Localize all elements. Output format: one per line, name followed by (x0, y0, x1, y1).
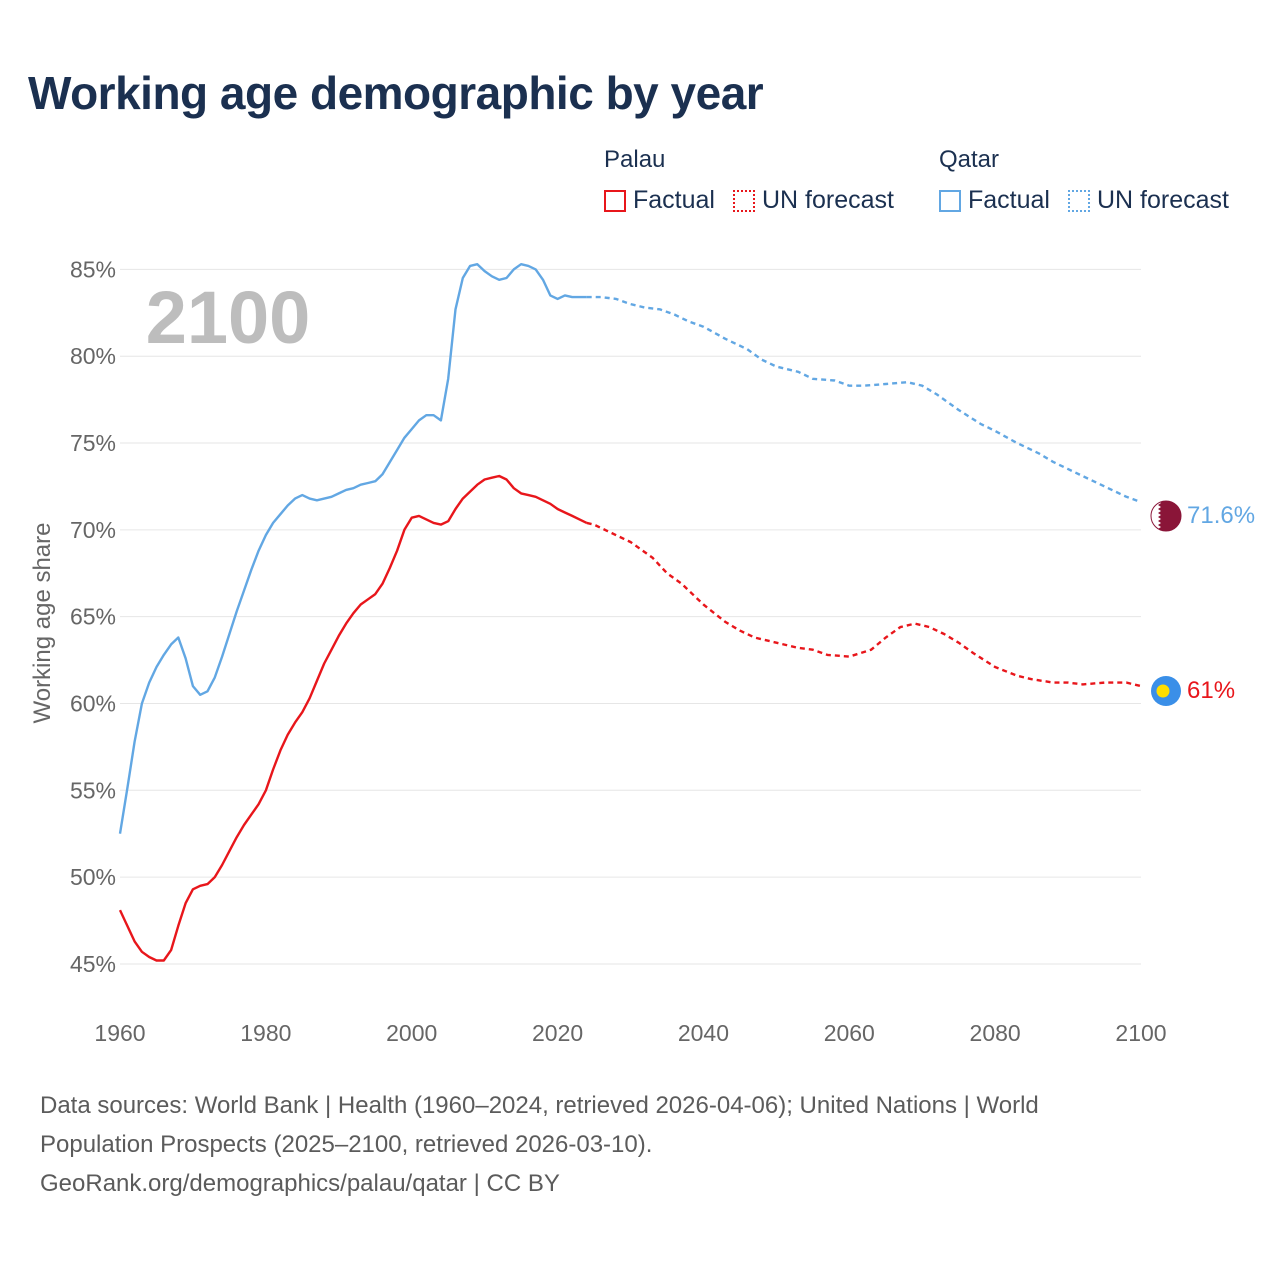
legend-qatar-factual-label: Factual (968, 186, 1050, 214)
palau-end-marker[interactable]: 61% (1151, 676, 1235, 706)
qatar-end-label: 71.6% (1187, 502, 1255, 529)
qatar-end-marker[interactable]: 71.6% (1150, 500, 1255, 532)
qatar-factual-swatch (939, 189, 961, 212)
palau-flag-icon (1151, 676, 1181, 706)
y-tick-label: 60% (70, 690, 116, 716)
qatar-factual-line (118, 263, 587, 834)
y-tick-label: 80% (70, 343, 116, 369)
palau-forecast-swatch (732, 189, 755, 212)
qatar-forecast-swatch (1067, 189, 1090, 212)
y-axis-label: Working age share (29, 523, 56, 724)
x-tick-label: 2100 (1115, 1020, 1166, 1046)
chart-title: Working age demographic by year (28, 67, 764, 119)
x-tick-label: 2040 (678, 1020, 729, 1046)
y-tick-label: 75% (70, 430, 116, 456)
legend-qatar-factual[interactable]: Factual (939, 186, 1050, 215)
legend-palau-factual-label: Factual (633, 186, 715, 214)
x-tick-label: 1960 (94, 1020, 145, 1046)
palau-factual-line (118, 474, 588, 962)
x-tick-label: 1980 (240, 1020, 291, 1046)
y-tick-label: 55% (70, 777, 116, 803)
legend-palau: Palau Factual UN forecast (604, 146, 894, 215)
legend-palau-name: Palau (604, 146, 666, 173)
legend-qatar: Qatar Factual UN forecast (939, 146, 1229, 215)
palau-end-label: 61% (1187, 677, 1235, 704)
x-tick-label: 2000 (386, 1020, 437, 1046)
legend-qatar-forecast-label: UN forecast (1096, 186, 1229, 214)
y-tick-label: 45% (70, 951, 116, 977)
x-tick-label: 2080 (970, 1020, 1021, 1046)
grid (120, 268, 1141, 965)
x-axis-ticks: 1960 1980 2000 2020 2040 2060 2080 2100 (94, 1020, 1166, 1046)
data-sources: Data sources: World Bank | Health (1960–… (40, 1086, 1220, 1203)
sources-line-2: Population Prospects (2025–2100, retriev… (40, 1131, 653, 1158)
year-display: 2100 (146, 276, 311, 359)
y-tick-label: 50% (70, 864, 116, 890)
y-tick-label: 70% (70, 517, 116, 543)
qatar-forecast-line (586, 295, 1142, 504)
series-lines (118, 263, 1142, 962)
palau-factual-swatch (604, 189, 626, 212)
legend-qatar-name: Qatar (939, 146, 1000, 173)
legend-palau-forecast-label: UN forecast (761, 186, 894, 214)
legend-qatar-forecast[interactable]: UN forecast (1067, 186, 1229, 215)
x-tick-label: 2020 (532, 1020, 583, 1046)
qatar-flag-icon (1150, 500, 1182, 532)
y-axis-ticks: 45% 50% 55% 60% 65% 70% 75% 80% 85% (70, 256, 116, 977)
legend-palau-factual[interactable]: Factual (604, 186, 715, 215)
legend-palau-forecast[interactable]: UN forecast (732, 186, 894, 215)
sources-line-3[interactable]: GeoRank.org/demographics/palau/qatar | C… (40, 1170, 560, 1197)
sources-line-1: Data sources: World Bank | Health (1960–… (40, 1092, 1039, 1119)
palau-forecast-line (586, 521, 1142, 688)
x-tick-label: 2060 (824, 1020, 875, 1046)
y-tick-label: 65% (70, 604, 116, 630)
y-tick-label: 85% (70, 256, 116, 282)
